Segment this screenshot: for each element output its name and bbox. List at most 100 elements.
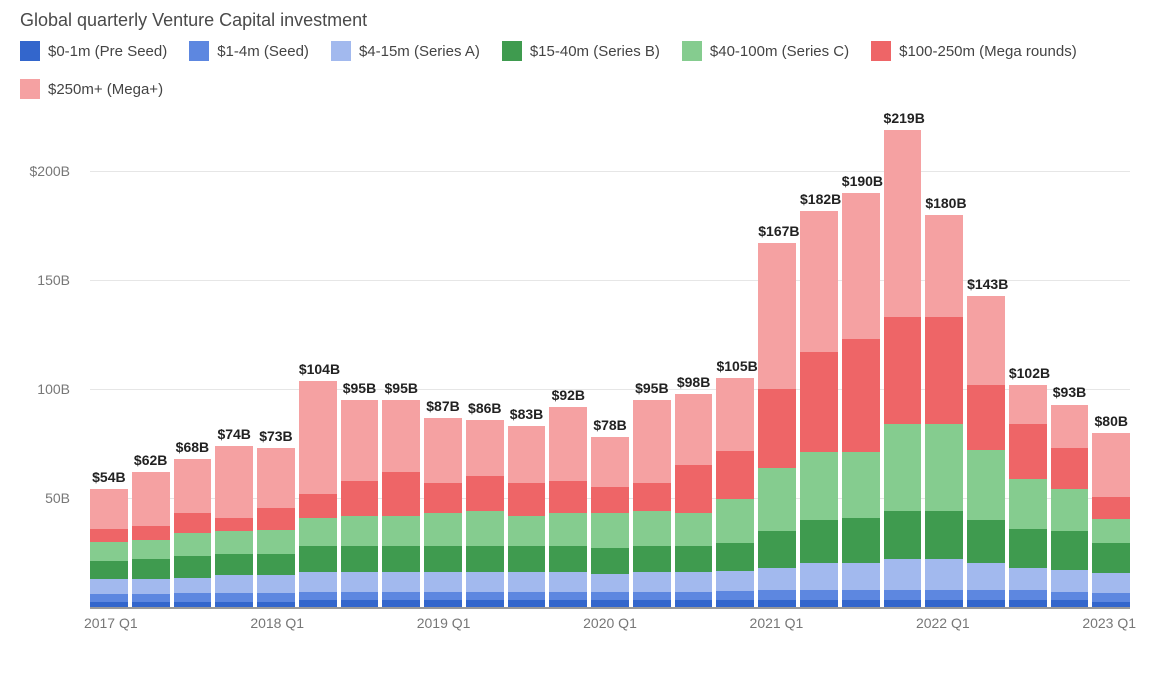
bar-segment-seriesC — [174, 533, 212, 556]
bar-segment-seriesC — [1009, 479, 1047, 529]
bar-segment-seriesC — [549, 513, 587, 546]
bar-segment-seed — [800, 590, 838, 601]
x-tick-label: 2023 Q1 — [1082, 615, 1136, 631]
bar-column: $167B — [758, 117, 796, 607]
bar-segment-seriesB — [90, 561, 128, 578]
bar-segment-seriesA — [800, 563, 838, 589]
bar-stack — [1009, 385, 1047, 607]
bar-segment-mega — [257, 508, 295, 530]
bar-segment-seriesA — [257, 575, 295, 592]
chart-title: Global quarterly Venture Capital investm… — [20, 10, 1143, 31]
bar-segment-mega — [382, 472, 420, 516]
bar-total-label: $93B — [1051, 384, 1089, 400]
bar-stack — [758, 243, 796, 607]
bar-total-label: $167B — [758, 223, 796, 239]
bar-segment-megaplus — [1051, 405, 1089, 449]
bar-segment-megaplus — [675, 394, 713, 466]
bar-column: $74B — [215, 117, 253, 607]
bar-stack — [257, 448, 295, 607]
bar-segment-mega — [758, 389, 796, 467]
bar-column: $143B — [967, 117, 1005, 607]
bar-column: $86B — [466, 117, 504, 607]
bar-total-label: $143B — [967, 276, 1005, 292]
bar-total-label: $87B — [424, 398, 462, 414]
bar-segment-seriesA — [299, 572, 337, 592]
bar-segment-seriesB — [675, 546, 713, 572]
bar-segment-seed — [591, 592, 629, 601]
bar-segment-seriesC — [341, 516, 379, 546]
chart-container: Global quarterly Venture Capital investm… — [0, 0, 1163, 684]
bar-segment-seriesC — [466, 511, 504, 546]
legend-item: $0-1m (Pre Seed) — [20, 41, 167, 61]
bar-segment-seriesC — [299, 518, 337, 546]
bar-segment-megaplus — [884, 130, 922, 317]
y-tick-label: 50B — [20, 490, 70, 506]
bar-segment-seed — [341, 592, 379, 601]
bar-segment-mega — [466, 476, 504, 511]
legend-swatch — [20, 79, 40, 99]
bar-segment-megaplus — [382, 400, 420, 472]
x-axis: 2017 Q12018 Q12019 Q12020 Q12021 Q12022 … — [90, 609, 1130, 637]
bar-segment-megaplus — [174, 459, 212, 513]
bar-segment-seed — [215, 593, 253, 602]
bar-column: $182B — [800, 117, 838, 607]
bar-segment-mega — [800, 352, 838, 452]
x-tick-label: 2021 Q1 — [750, 615, 804, 631]
bar-segment-seed — [508, 592, 546, 601]
bar-column: $190B — [842, 117, 880, 607]
bar-segment-megaplus — [549, 407, 587, 481]
bar-segment-seriesB — [758, 531, 796, 568]
bar-segment-seriesA — [925, 559, 963, 589]
bar-segment-megaplus — [967, 296, 1005, 385]
legend-item: $100-250m (Mega rounds) — [871, 41, 1077, 61]
bar-stack — [591, 437, 629, 607]
bar-segment-seriesC — [508, 516, 546, 546]
y-tick-label: 150B — [20, 272, 70, 288]
bar-segment-seriesA — [341, 572, 379, 592]
bar-segment-seed — [549, 592, 587, 601]
bar-stack — [884, 130, 922, 607]
bar-stack — [382, 400, 420, 607]
bar-stack — [675, 394, 713, 607]
bar-segment-mega — [90, 529, 128, 542]
bar-segment-seed — [299, 592, 337, 601]
bar-segment-seriesC — [90, 542, 128, 562]
bar-segment-megaplus — [925, 215, 963, 317]
bar-segment-seed — [758, 590, 796, 601]
bar-total-label: $92B — [549, 387, 587, 403]
bar-total-label: $83B — [508, 406, 546, 422]
bar-segment-seriesB — [132, 559, 170, 579]
bar-segment-seriesC — [633, 511, 671, 546]
bar-segment-seed — [842, 590, 880, 601]
bar-total-label: $86B — [466, 400, 504, 416]
bar-column: $68B — [174, 117, 212, 607]
bar-segment-mega — [341, 481, 379, 516]
bar-segment-seriesA — [508, 572, 546, 592]
bar-total-label: $105B — [716, 358, 754, 374]
bar-segment-seriesA — [215, 575, 253, 592]
bar-segment-seriesA — [90, 579, 128, 594]
legend-item: $4-15m (Series A) — [331, 41, 480, 61]
bar-column: $95B — [382, 117, 420, 607]
legend-swatch — [871, 41, 891, 61]
bar-segment-seriesC — [884, 424, 922, 511]
bar-segment-seed — [633, 592, 671, 601]
legend-label: $4-15m (Series A) — [359, 43, 480, 60]
bar-segment-seriesA — [1009, 568, 1047, 590]
legend-swatch — [502, 41, 522, 61]
legend-swatch — [682, 41, 702, 61]
bar-segment-seriesA — [884, 559, 922, 589]
bar-segment-megaplus — [1009, 385, 1047, 424]
bar-segment-seriesC — [132, 540, 170, 560]
y-tick-label: 100B — [20, 381, 70, 397]
bar-stack — [633, 400, 671, 607]
legend-swatch — [20, 41, 40, 61]
legend-label: $1-4m (Seed) — [217, 43, 309, 60]
bar-segment-seriesB — [633, 546, 671, 572]
bar-segment-mega — [967, 385, 1005, 450]
bar-segment-seed — [716, 591, 754, 601]
bar-segment-mega — [508, 483, 546, 516]
bar-segment-seed — [1051, 592, 1089, 601]
bar-segment-seriesC — [758, 468, 796, 531]
legend-label: $250m+ (Mega+) — [48, 81, 163, 98]
